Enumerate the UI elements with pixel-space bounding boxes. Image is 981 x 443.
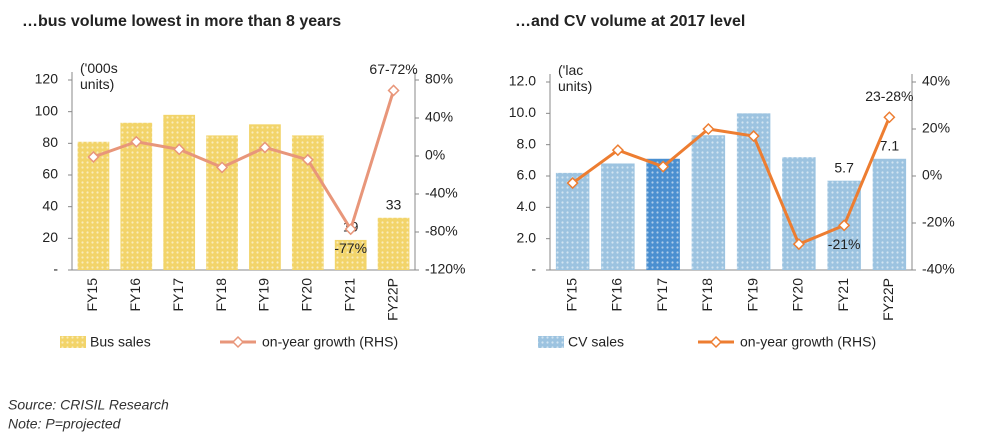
x-tick-label: FY21 bbox=[835, 278, 851, 312]
y-tick-label: 4.0 bbox=[517, 198, 537, 214]
y2-tick-label: -40% bbox=[425, 185, 458, 201]
line-point bbox=[792, 238, 805, 251]
y-tick-label: 40 bbox=[42, 197, 58, 213]
y-tick-label: 12.0 bbox=[509, 73, 536, 89]
line-point bbox=[258, 141, 271, 154]
x-tick-label: FY22P bbox=[880, 278, 896, 321]
bar-value-label: 7.1 bbox=[880, 137, 900, 153]
bar bbox=[77, 141, 110, 270]
y2-tick-label: -80% bbox=[425, 223, 458, 239]
line-point bbox=[87, 150, 100, 164]
x-tick-label: FY16 bbox=[127, 278, 143, 312]
bar-value-label: 5.7 bbox=[834, 159, 854, 175]
line-point bbox=[702, 122, 715, 136]
x-tick-label: FY21 bbox=[341, 278, 357, 312]
y2-tick-label: 0% bbox=[425, 147, 445, 163]
y-tick-label: - bbox=[531, 261, 536, 277]
y-tick-label: - bbox=[53, 261, 58, 277]
x-tick-label: FY17 bbox=[170, 278, 186, 312]
y2-tick-label: 0% bbox=[922, 167, 942, 183]
y-tick-label: 8.0 bbox=[517, 135, 537, 151]
bar bbox=[646, 158, 680, 270]
line-point bbox=[747, 129, 760, 143]
y-tick-label: 120 bbox=[35, 71, 59, 87]
line-point bbox=[216, 161, 229, 174]
line bbox=[92, 90, 395, 233]
x-tick-label: FY19 bbox=[744, 278, 760, 312]
line-point bbox=[883, 111, 896, 124]
source: Source: CRISIL Research bbox=[8, 397, 169, 413]
line-point bbox=[657, 160, 670, 173]
legend-swatch-marker bbox=[231, 335, 245, 349]
x-tick-label: FY20 bbox=[790, 278, 806, 312]
chart-title: …bus volume lowest in more than 8 years bbox=[22, 13, 341, 30]
bar bbox=[872, 158, 907, 270]
y-axis-label-box: ('lac units) bbox=[558, 62, 593, 94]
y-tick-label: 80 bbox=[42, 134, 58, 150]
x-tick-label: FY18 bbox=[213, 278, 229, 312]
x-tick-label: FY15 bbox=[563, 278, 579, 312]
y-tick-label: 60 bbox=[42, 166, 58, 182]
line-point bbox=[130, 135, 143, 148]
x-tick-label: FY16 bbox=[609, 278, 625, 312]
bar bbox=[601, 163, 635, 270]
y-tick-label: 2.0 bbox=[517, 229, 537, 245]
line-point bbox=[301, 153, 314, 166]
line-point bbox=[387, 84, 400, 97]
line-point bbox=[173, 143, 186, 156]
legend-label: CV sales bbox=[568, 334, 624, 350]
chart-title: …and CV volume at 2017 level bbox=[515, 13, 745, 30]
bar bbox=[782, 157, 816, 270]
legend-label: Bus sales bbox=[90, 334, 151, 350]
line-point bbox=[838, 219, 851, 232]
y2-tick-label: -40% bbox=[922, 261, 955, 277]
legend-swatch-marker bbox=[709, 335, 723, 349]
bar bbox=[163, 114, 196, 270]
x-tick-label: FY18 bbox=[699, 278, 715, 312]
y-tick-label: 10.0 bbox=[509, 104, 536, 120]
y2-tick-label: 20% bbox=[922, 120, 950, 136]
bar-value-label: 33 bbox=[386, 196, 402, 212]
x-tick-label: FY20 bbox=[299, 278, 315, 312]
bar bbox=[206, 135, 238, 270]
x-tick-label: FY19 bbox=[256, 278, 272, 312]
y2-tick-label: -20% bbox=[922, 214, 955, 230]
line-point bbox=[344, 223, 357, 236]
line-point bbox=[566, 176, 579, 190]
y-tick-label: 100 bbox=[35, 102, 59, 118]
y-tick-label: 6.0 bbox=[517, 167, 537, 183]
line bbox=[571, 116, 891, 247]
y-axis-label-box: ('000s units) bbox=[80, 60, 118, 92]
x-tick-label: FY15 bbox=[84, 278, 100, 312]
legend-swatch bbox=[538, 336, 564, 348]
y-axis-label: ('lac units) bbox=[558, 62, 593, 94]
bar bbox=[691, 135, 726, 270]
bar bbox=[377, 217, 410, 270]
annotation: 67-72% bbox=[369, 61, 417, 77]
legend-label: on-year growth (RHS) bbox=[262, 334, 398, 350]
y2-tick-label: 40% bbox=[425, 109, 453, 125]
point-value-label: -77% bbox=[334, 240, 367, 256]
y2-tick-label: -120% bbox=[425, 261, 465, 277]
bar bbox=[334, 239, 367, 270]
line-point bbox=[611, 144, 624, 157]
legend-swatch bbox=[60, 336, 86, 348]
note: Note: P=projected bbox=[8, 416, 122, 432]
annotation: 23-28% bbox=[865, 88, 913, 104]
point-value-label: -21% bbox=[828, 236, 861, 252]
x-tick-label: FY17 bbox=[654, 278, 670, 312]
y2-tick-label: 80% bbox=[425, 71, 453, 87]
x-tick-label: FY22P bbox=[384, 278, 400, 321]
legend-label: on-year growth (RHS) bbox=[740, 334, 876, 350]
y-axis-label: ('000s units) bbox=[80, 60, 118, 92]
y2-tick-label: 40% bbox=[922, 73, 950, 89]
y-tick-label: 20 bbox=[42, 229, 58, 245]
